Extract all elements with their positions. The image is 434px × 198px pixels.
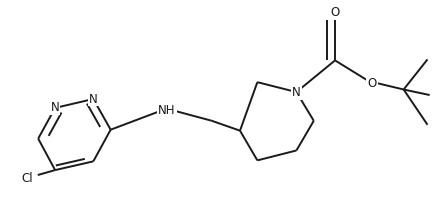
Text: O: O bbox=[330, 6, 340, 19]
Text: O: O bbox=[367, 77, 377, 90]
Text: N: N bbox=[292, 86, 301, 99]
Text: N: N bbox=[89, 92, 98, 106]
Text: Cl: Cl bbox=[21, 171, 33, 185]
Text: N: N bbox=[51, 101, 59, 114]
Text: NH: NH bbox=[158, 104, 176, 117]
